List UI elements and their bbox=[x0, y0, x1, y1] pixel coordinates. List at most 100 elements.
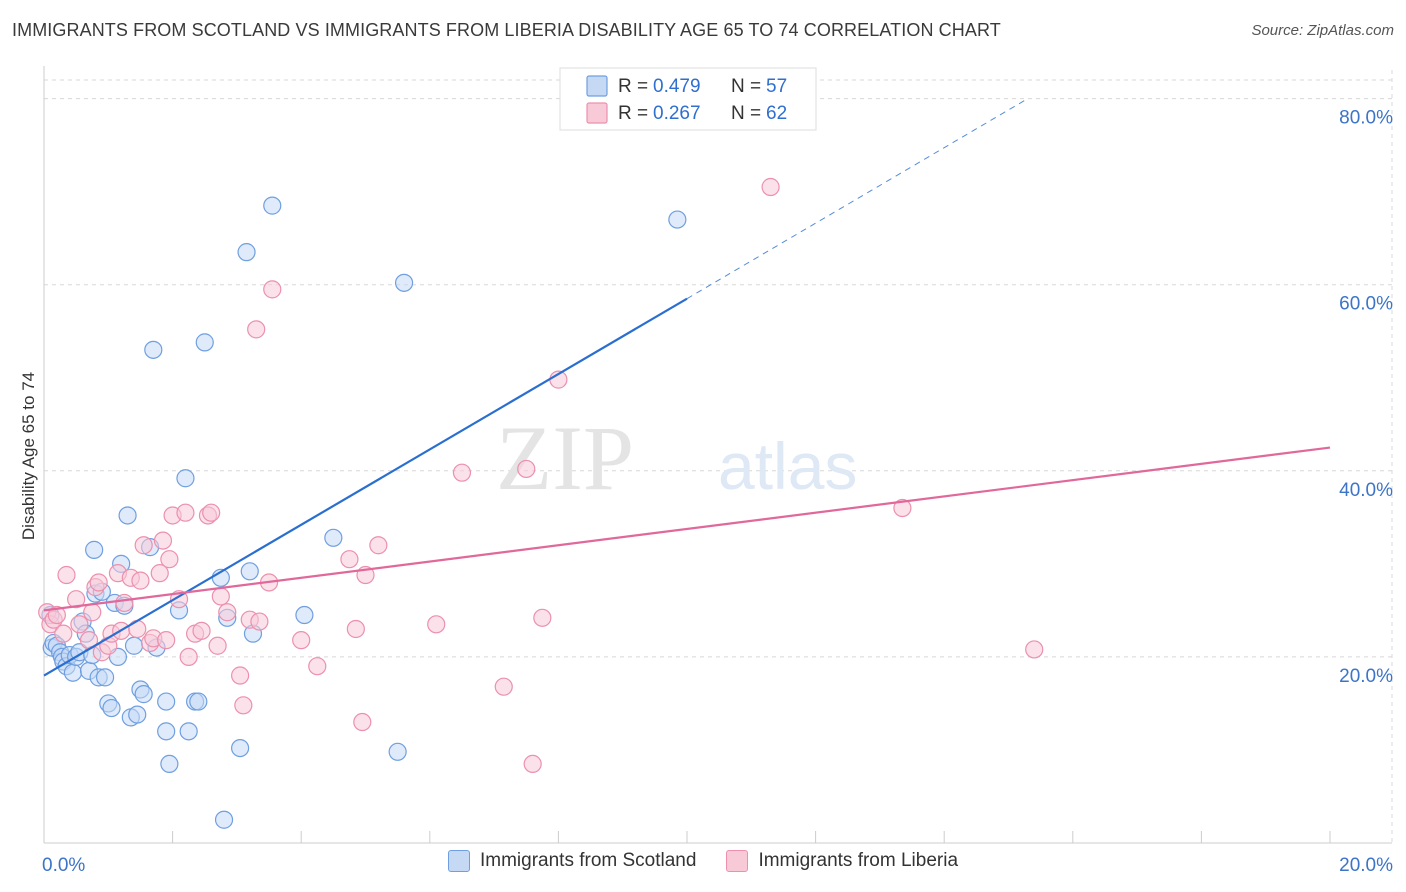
liberia-point bbox=[452, 463, 472, 482]
series-legend: Immigrants from Scotland Immigrants from… bbox=[0, 850, 1406, 872]
x-tick-label: 0.0% bbox=[42, 855, 85, 876]
liberia-point bbox=[70, 615, 89, 634]
liberia-point bbox=[340, 550, 359, 569]
liberia-point bbox=[523, 754, 542, 774]
scotland-point bbox=[157, 692, 176, 711]
liberia-point bbox=[47, 605, 66, 625]
correlation-legend: R = 0.479 N = 57 R = 0.267 N = 62 bbox=[559, 67, 817, 131]
legend-n-value-1: 57 bbox=[766, 76, 787, 97]
scotland-swatch bbox=[447, 850, 470, 872]
liberia-label: Immigrants from Liberia bbox=[758, 850, 959, 871]
legend-r-value-2: 0.267 bbox=[653, 103, 701, 124]
liberia-point bbox=[494, 677, 513, 696]
legend-item-liberia[interactable]: Immigrants from Liberia bbox=[726, 850, 958, 872]
scotland-point bbox=[214, 810, 234, 829]
scotland-point bbox=[63, 663, 83, 682]
scotland-point bbox=[237, 243, 256, 262]
y-axis-label: Disability Age 65 to 74 bbox=[19, 372, 38, 540]
y-tick-label: 20.0% bbox=[1339, 666, 1393, 687]
scotland-point bbox=[128, 705, 147, 724]
liberia-point bbox=[346, 619, 365, 639]
liberia-point bbox=[179, 647, 198, 667]
liberia-point bbox=[234, 696, 253, 715]
liberia-point bbox=[353, 712, 372, 732]
scotland-point bbox=[102, 698, 121, 718]
liberia-point bbox=[160, 550, 179, 569]
scotland-point bbox=[195, 333, 214, 352]
liberia-point bbox=[218, 603, 237, 622]
scotland-point bbox=[157, 722, 176, 741]
tick-labels: 20.0% 40.0% 60.0% 80.0% 0.0% 20.0% bbox=[42, 108, 1393, 876]
source-label: Source: ZipAtlas.com bbox=[1251, 22, 1394, 39]
legend-n-label-2: N = bbox=[731, 103, 761, 124]
liberia-point bbox=[157, 631, 176, 650]
y-tick-label: 80.0% bbox=[1339, 108, 1393, 129]
legend-r-label-1: R = bbox=[618, 76, 648, 97]
scotland-point bbox=[179, 722, 198, 741]
liberia-point bbox=[202, 503, 221, 522]
liberia-point bbox=[115, 593, 134, 613]
liberia-point bbox=[893, 498, 912, 518]
liberia-point bbox=[208, 636, 227, 655]
legend-swatch-liberia bbox=[586, 102, 608, 124]
liberia-point bbox=[517, 459, 536, 479]
liberia-point bbox=[761, 177, 780, 197]
scotland-point bbox=[118, 506, 137, 525]
scotland-point bbox=[324, 528, 343, 547]
scotland-point bbox=[189, 692, 208, 711]
liberia-point bbox=[54, 624, 73, 643]
scotland-point bbox=[668, 210, 687, 229]
liberia-point bbox=[57, 565, 76, 585]
liberia-point bbox=[83, 603, 102, 622]
liberia-point bbox=[150, 564, 169, 583]
legend-r-value-1: 0.479 bbox=[653, 76, 701, 97]
legend-item-scotland[interactable]: Immigrants from Scotland bbox=[447, 850, 697, 872]
scotland-point bbox=[124, 636, 144, 655]
liberia-point bbox=[67, 590, 86, 609]
scotland-point bbox=[176, 469, 195, 488]
scotland-point bbox=[240, 562, 259, 581]
liberia-point bbox=[192, 621, 211, 640]
chart-title: IMMIGRANTS FROM SCOTLAND VS IMMIGRANTS F… bbox=[12, 20, 1001, 40]
liberia-trendline bbox=[43, 446, 1331, 612]
liberia-point bbox=[250, 612, 269, 631]
legend-n-value-2: 62 bbox=[766, 103, 787, 124]
liberia-point bbox=[533, 608, 552, 627]
scotland-point bbox=[85, 540, 104, 559]
liberia-point bbox=[292, 631, 311, 650]
liberia-point bbox=[89, 573, 108, 592]
legend-n-label-1: N = bbox=[731, 76, 761, 97]
scotland-point bbox=[231, 738, 250, 758]
watermark-atlas: atlas bbox=[718, 429, 857, 503]
liberia-point bbox=[211, 587, 230, 606]
scotland-point bbox=[295, 605, 314, 625]
scotland-label: Immigrants from Scotland bbox=[479, 850, 697, 871]
y-tick-label: 40.0% bbox=[1339, 480, 1393, 501]
liberia-point bbox=[369, 536, 388, 555]
x-tick-label: 20.0% bbox=[1339, 855, 1393, 876]
scotland-point bbox=[144, 340, 163, 359]
axes bbox=[43, 66, 1392, 844]
scotland-point bbox=[388, 742, 407, 761]
scotland-point bbox=[160, 754, 179, 774]
liberia-point bbox=[1025, 640, 1044, 659]
data-points bbox=[38, 177, 1044, 829]
liberia-point bbox=[247, 320, 266, 339]
liberia-point bbox=[231, 666, 250, 685]
liberia-point bbox=[131, 571, 150, 590]
liberia-point bbox=[308, 657, 327, 676]
legend-swatch-scotland bbox=[586, 75, 608, 97]
y-tick-label: 60.0% bbox=[1339, 294, 1393, 315]
scotland-point bbox=[134, 685, 153, 704]
liberia-point bbox=[176, 503, 195, 522]
scotland-point bbox=[95, 668, 115, 687]
liberia-point bbox=[153, 531, 173, 550]
legend-r-label-2: R = bbox=[618, 103, 648, 124]
watermark-zip: ZIP bbox=[496, 407, 634, 509]
liberia-point bbox=[427, 615, 446, 634]
liberia-swatch bbox=[726, 850, 749, 872]
trend-lines bbox=[43, 98, 1331, 677]
liberia-point bbox=[134, 536, 153, 555]
liberia-point bbox=[128, 619, 147, 639]
